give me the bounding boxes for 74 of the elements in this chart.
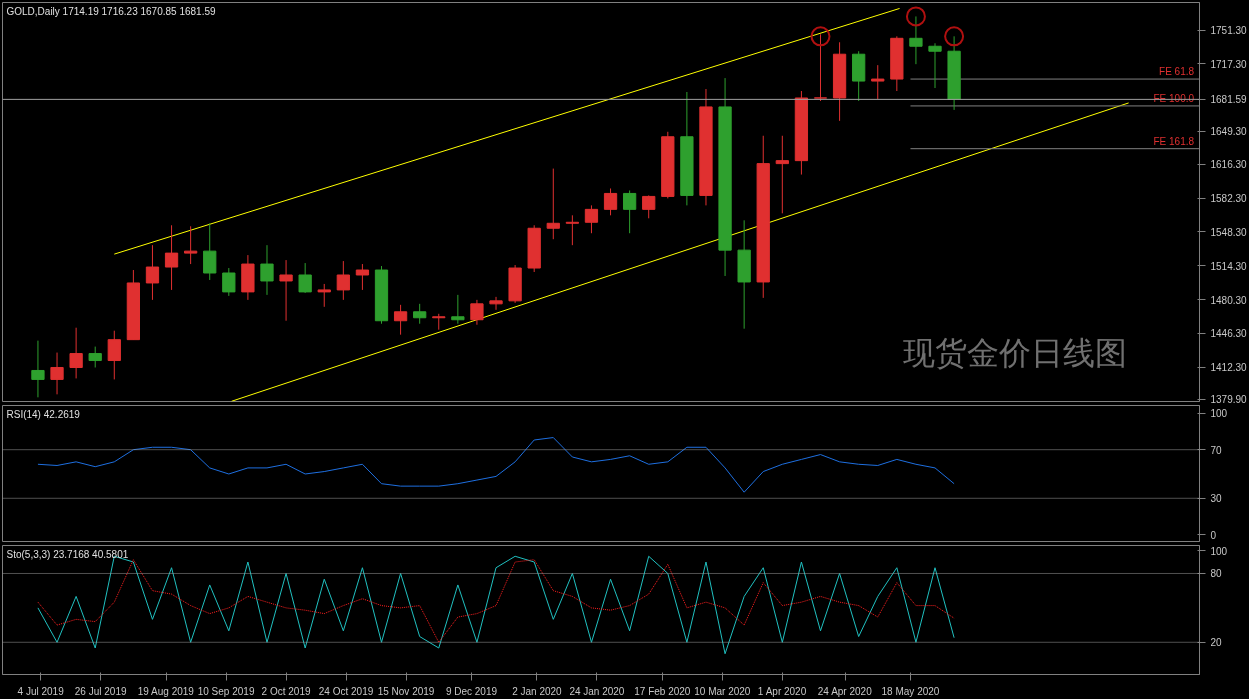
candlestick — [355, 263, 370, 291]
ref-line-label: 1681.59 — [1210, 94, 1248, 106]
candlestick — [107, 330, 121, 380]
candlestick — [336, 260, 350, 301]
x-tick-label: 15 Nov 2019 — [377, 685, 435, 697]
candlestick — [203, 222, 217, 281]
chart-title: GOLD,Daily 1714.19 1716.23 1670.85 1681.59 — [6, 5, 216, 17]
line-series — [37, 559, 955, 643]
candlestick — [871, 64, 885, 100]
y-tick-label: 1412.30 — [1210, 362, 1248, 374]
candlestick — [565, 214, 580, 246]
x-tick-label: 17 Feb 2020 — [634, 685, 691, 697]
y-tick-label: 20 — [1210, 637, 1223, 649]
candlestick — [470, 299, 484, 326]
candlestick — [413, 303, 427, 325]
candlestick — [584, 204, 599, 234]
annotation: FE 61.8 — [1159, 66, 1195, 78]
candlestick — [88, 346, 102, 368]
y-tick-label: 70 — [1210, 444, 1223, 456]
candlestick — [813, 33, 828, 102]
line-series — [37, 437, 955, 493]
candlestick — [393, 304, 408, 336]
y-tick-label: 1751.30 — [1210, 25, 1248, 37]
candlestick — [546, 168, 560, 240]
candlestick — [317, 283, 331, 308]
candlestick — [279, 259, 293, 322]
candlestick — [775, 135, 789, 214]
y-tick-label: 1514.30 — [1210, 260, 1248, 272]
x-tick-label: 9 Dec 2019 — [445, 685, 498, 697]
x-tick-label: 2 Jan 2020 — [512, 685, 563, 697]
y-tick-label: 1548.30 — [1210, 226, 1248, 238]
y-tick-label: 100 — [1210, 408, 1228, 420]
candlestick — [222, 267, 236, 297]
x-tick-label: 10 Sep 2019 — [197, 685, 255, 697]
candlestick — [31, 340, 45, 398]
annotation: 现货金价日线图 — [902, 333, 1127, 372]
x-tick-label: 26 Jul 2019 — [74, 685, 127, 697]
y-tick-label: 30 — [1210, 493, 1223, 505]
x-tick-label: 4 Jul 2019 — [17, 685, 65, 697]
candlestick — [164, 224, 179, 291]
y-tick-label: 1480.30 — [1210, 294, 1248, 306]
candlestick — [298, 262, 312, 294]
candlestick — [928, 42, 942, 89]
x-tick-label: 24 Jan 2020 — [569, 685, 625, 697]
x-tick-label: 18 May 2020 — [881, 685, 940, 697]
candlestick — [489, 296, 503, 311]
y-tick-label: 1446.30 — [1210, 328, 1248, 340]
chart-title: Sto(5,3,3) 23.7168 40.5801 — [6, 548, 129, 560]
candlestick — [622, 189, 637, 234]
x-tick-label: 24 Oct 2019 — [318, 685, 374, 697]
candlestick — [642, 194, 656, 219]
candlestick — [260, 244, 274, 296]
candlestick — [909, 15, 923, 65]
x-tick-label: 19 Aug 2019 — [137, 685, 195, 697]
candlestick — [603, 187, 618, 216]
candlestick — [145, 244, 160, 301]
x-tick-label: 1 Apr 2020 — [757, 685, 807, 697]
y-tick-label: 1379.90 — [1210, 394, 1248, 406]
y-tick-label: 0 — [1210, 529, 1217, 541]
x-tick-label: 2 Oct 2019 — [261, 685, 311, 697]
candlestick — [451, 294, 465, 325]
annotation: FE 161.8 — [1153, 135, 1195, 147]
x-tick-label: 10 Mar 2020 — [694, 685, 751, 697]
x-tick-label: 24 Apr 2020 — [817, 685, 873, 697]
chart-title: RSI(14) 42.2619 — [6, 408, 81, 420]
y-tick-label: 1649.30 — [1210, 126, 1248, 138]
y-tick-label: 1582.30 — [1210, 193, 1248, 205]
y-tick-label: 80 — [1210, 568, 1223, 580]
y-tick-label: 1616.30 — [1210, 159, 1248, 171]
y-tick-label: 100 — [1210, 545, 1228, 557]
y-tick-label: 1717.30 — [1210, 58, 1248, 70]
candlestick — [50, 352, 64, 395]
candlestick — [184, 225, 198, 265]
candlestick — [69, 327, 83, 379]
